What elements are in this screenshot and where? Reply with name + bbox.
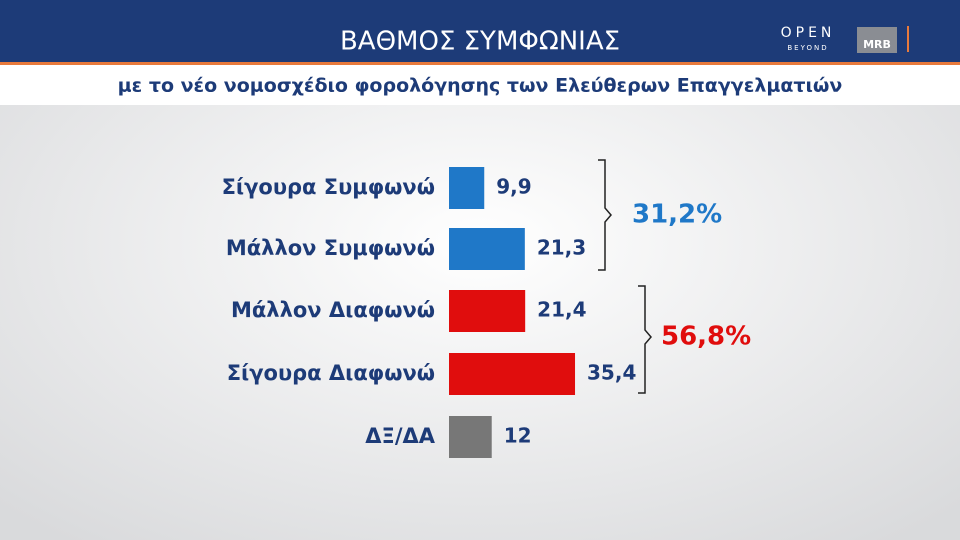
group-total: 56,8% (661, 322, 751, 352)
bar (449, 228, 525, 270)
category-label: Μάλλον Διαφωνώ (231, 298, 435, 322)
value-label: 21,4 (537, 298, 586, 322)
value-label: 35,4 (587, 361, 636, 385)
group-total: 31,2% (632, 200, 722, 230)
value-label: 12 (504, 424, 532, 448)
subtitle-band (0, 65, 960, 105)
bar (449, 353, 576, 395)
logo-partner: MRB (863, 38, 891, 51)
category-label: ΔΞ/ΔΑ (365, 424, 435, 448)
logo-divider (907, 26, 909, 52)
bar (449, 167, 485, 209)
category-label: Σίγουρα Διαφωνώ (227, 361, 435, 385)
header-rule (0, 62, 960, 65)
value-label: 9,9 (496, 175, 531, 199)
logo-brand: OPEN (781, 25, 836, 41)
chart-subtitle: με το νέο νομοσχέδιο φορολόγησης των Ελε… (118, 75, 843, 97)
logo-box (857, 27, 897, 53)
brackets (598, 159, 652, 394)
header-band (0, 0, 960, 62)
category-label: Μάλλον Συμφωνώ (226, 236, 435, 260)
chart-title: ΒΑΘΜΟΣ ΣΥΜΦΩΝΙΑΣ (340, 27, 620, 57)
bar (449, 416, 492, 458)
bracket (598, 159, 612, 271)
logo-tagline: BEYOND (787, 44, 828, 52)
value-label: 21,3 (537, 236, 586, 260)
bar (449, 290, 526, 332)
bracket (638, 285, 652, 394)
category-label: Σίγουρα Συμφωνώ (222, 175, 435, 199)
